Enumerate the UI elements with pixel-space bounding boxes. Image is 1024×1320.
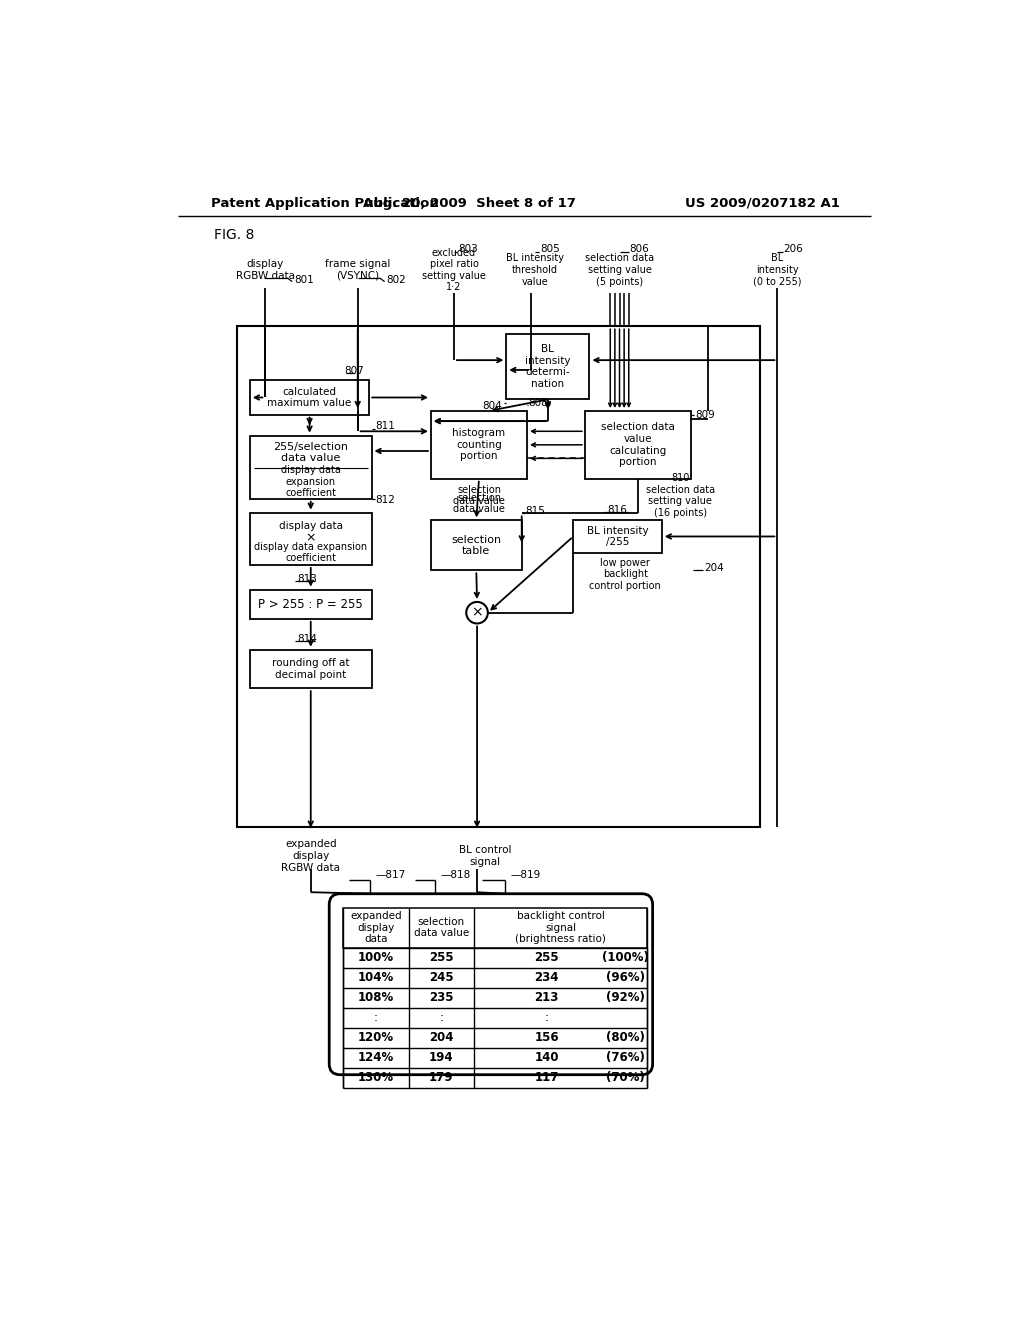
Text: :: :: [439, 1011, 443, 1024]
Text: (70%): (70%): [606, 1072, 645, 1084]
Text: US 2009/0207182 A1: US 2009/0207182 A1: [685, 197, 840, 210]
Text: 130%: 130%: [357, 1072, 394, 1084]
FancyBboxPatch shape: [250, 590, 372, 619]
Text: 245: 245: [429, 972, 454, 985]
FancyBboxPatch shape: [250, 380, 370, 414]
Text: display data expansion
coefficient: display data expansion coefficient: [254, 541, 368, 564]
Text: 156: 156: [535, 1031, 559, 1044]
Text: P > 255 : P = 255: P > 255 : P = 255: [258, 598, 364, 611]
Text: 204: 204: [429, 1031, 454, 1044]
Text: rounding off at
decimal point: rounding off at decimal point: [272, 659, 349, 680]
Text: (92%): (92%): [606, 991, 645, 1005]
Text: 805: 805: [541, 244, 560, 255]
Text: 807: 807: [344, 366, 364, 376]
Text: selection data
value
calculating
portion: selection data value calculating portion: [601, 422, 675, 467]
Text: :: :: [545, 1011, 549, 1024]
Text: 108%: 108%: [357, 991, 394, 1005]
Text: 206: 206: [783, 244, 803, 255]
Text: (96%): (96%): [606, 972, 645, 985]
Text: 816: 816: [607, 504, 628, 515]
Text: display data: display data: [279, 521, 343, 532]
Text: selection data
setting value
(5 points): selection data setting value (5 points): [585, 253, 654, 286]
Text: 812: 812: [376, 495, 395, 506]
FancyBboxPatch shape: [506, 334, 590, 400]
Text: 117: 117: [535, 1072, 559, 1084]
FancyBboxPatch shape: [330, 894, 652, 1074]
Text: 255/selection
data value: 255/selection data value: [273, 442, 348, 463]
Text: 808: 808: [528, 399, 549, 408]
Text: ×: ×: [471, 606, 483, 619]
Text: BL intensity
/255: BL intensity /255: [587, 525, 648, 548]
Text: BL
intensity
(0 to 255): BL intensity (0 to 255): [753, 253, 802, 286]
Text: BL
intensity
determi-
nation: BL intensity determi- nation: [525, 345, 570, 389]
Text: selection
data value: selection data value: [453, 492, 505, 515]
Text: 255: 255: [429, 952, 454, 964]
FancyBboxPatch shape: [431, 520, 521, 570]
Text: 806: 806: [630, 244, 649, 255]
Text: selection
data value: selection data value: [414, 917, 469, 939]
Text: —818: —818: [441, 870, 471, 880]
Text: 100%: 100%: [357, 952, 394, 964]
Text: —819: —819: [511, 870, 542, 880]
Text: 801: 801: [294, 275, 313, 285]
FancyBboxPatch shape: [343, 908, 647, 948]
Text: excluded
pixel ratio
setting value
1·2: excluded pixel ratio setting value 1·2: [422, 248, 486, 293]
Text: 814: 814: [297, 634, 316, 644]
Text: :: :: [374, 1011, 378, 1024]
Text: 811: 811: [376, 421, 395, 432]
Text: low power
backlight
control portion: low power backlight control portion: [590, 557, 662, 591]
Text: Patent Application Publication: Patent Application Publication: [211, 197, 439, 210]
Text: 802: 802: [386, 275, 406, 285]
Text: 804: 804: [482, 400, 503, 411]
Text: 803: 803: [458, 244, 477, 255]
Text: histogram
counting
portion: histogram counting portion: [453, 428, 506, 462]
Text: 813: 813: [297, 574, 316, 583]
Text: (76%): (76%): [606, 1051, 645, 1064]
Text: 235: 235: [429, 991, 454, 1005]
Text: frame signal
(VSYNC): frame signal (VSYNC): [325, 259, 390, 281]
FancyBboxPatch shape: [250, 512, 372, 565]
Text: 204: 204: [705, 564, 724, 573]
Text: (100%): (100%): [602, 952, 649, 964]
Text: calculated
maximum value: calculated maximum value: [267, 387, 351, 408]
FancyBboxPatch shape: [573, 520, 662, 553]
Text: 255: 255: [535, 952, 559, 964]
Text: display
RGBW data: display RGBW data: [236, 259, 295, 281]
Text: FIG. 8: FIG. 8: [214, 228, 254, 243]
Text: 234: 234: [535, 972, 559, 985]
Text: display data
expansion
coefficient: display data expansion coefficient: [281, 465, 341, 499]
FancyBboxPatch shape: [585, 411, 691, 479]
Text: selection
table: selection table: [452, 535, 502, 556]
Text: BL intensity
threshold
value: BL intensity threshold value: [506, 253, 564, 286]
Text: 104%: 104%: [357, 972, 394, 985]
Text: 810
selection data
setting value
(16 points): 810 selection data setting value (16 poi…: [646, 474, 715, 517]
Text: expanded
display
RGBW data: expanded display RGBW data: [282, 840, 340, 873]
Text: 815: 815: [525, 506, 546, 516]
Text: expanded
display
data: expanded display data: [350, 911, 401, 944]
Text: backlight control
signal
(brightness ratio): backlight control signal (brightness rat…: [515, 911, 606, 944]
Text: 194: 194: [429, 1051, 454, 1064]
Text: BL control
signal: BL control signal: [459, 845, 511, 867]
Text: ×: ×: [305, 532, 316, 545]
Text: Aug. 20, 2009  Sheet 8 of 17: Aug. 20, 2009 Sheet 8 of 17: [362, 197, 575, 210]
Text: 809: 809: [695, 409, 715, 420]
Text: 140: 140: [535, 1051, 559, 1064]
Text: 213: 213: [535, 991, 559, 1005]
Text: —817: —817: [376, 870, 406, 880]
Text: 120%: 120%: [357, 1031, 394, 1044]
FancyBboxPatch shape: [250, 436, 372, 499]
Text: selection
data value: selection data value: [453, 484, 505, 507]
FancyBboxPatch shape: [431, 411, 527, 479]
Circle shape: [466, 602, 487, 623]
Text: (80%): (80%): [606, 1031, 645, 1044]
FancyBboxPatch shape: [237, 326, 761, 826]
Text: 124%: 124%: [357, 1051, 394, 1064]
FancyBboxPatch shape: [250, 649, 372, 688]
Text: 179: 179: [429, 1072, 454, 1084]
